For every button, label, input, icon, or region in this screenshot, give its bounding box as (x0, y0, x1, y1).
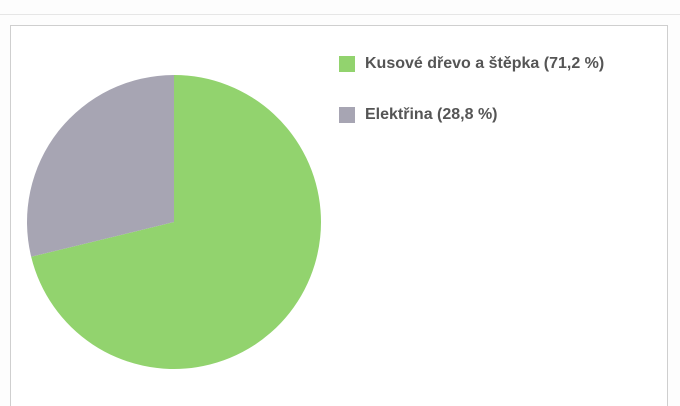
legend-swatch-wood (339, 56, 355, 72)
legend-item-wood: Kusové dřevo a štěpka (71,2 %) (339, 51, 604, 77)
legend: Kusové dřevo a štěpka (71,2 %) Elektřina… (339, 51, 604, 153)
title-divider (0, 14, 680, 15)
legend-label-electricity: Elektřina (28,8 %) (365, 106, 498, 123)
legend-swatch-electricity (339, 107, 355, 123)
pie-slice-electricity (26, 75, 174, 257)
legend-item-electricity: Elektřina (28,8 %) (339, 102, 604, 128)
pie-slice-wood (31, 75, 321, 369)
legend-label-wood: Kusové dřevo a štěpka (71,2 %) (365, 55, 605, 72)
